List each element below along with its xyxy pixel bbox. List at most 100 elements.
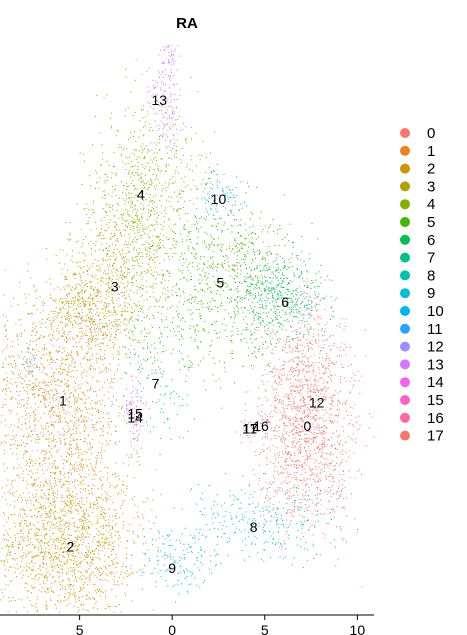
point <box>78 408 80 410</box>
point <box>87 469 89 471</box>
point <box>41 550 42 552</box>
point <box>72 438 74 440</box>
point <box>101 507 103 508</box>
point <box>70 288 72 290</box>
point <box>66 338 68 340</box>
point <box>90 448 92 450</box>
point <box>152 274 154 276</box>
point <box>48 497 50 499</box>
point <box>300 381 302 383</box>
point <box>63 550 64 552</box>
point <box>112 563 113 565</box>
point <box>78 455 80 457</box>
point <box>296 459 298 461</box>
point <box>319 431 321 433</box>
point <box>66 411 68 413</box>
point <box>89 296 91 298</box>
point <box>79 432 81 434</box>
point <box>291 407 293 409</box>
point <box>100 497 102 499</box>
point <box>292 463 294 465</box>
point <box>41 427 43 429</box>
point <box>307 414 309 416</box>
point <box>299 351 301 353</box>
point <box>295 426 297 428</box>
point <box>18 374 19 376</box>
point <box>285 450 287 452</box>
point <box>305 459 307 461</box>
point <box>28 417 30 419</box>
point <box>4 269 6 271</box>
point <box>84 300 86 302</box>
point <box>91 319 93 321</box>
point <box>320 397 322 399</box>
point <box>304 416 306 417</box>
point <box>52 498 54 500</box>
point <box>149 286 151 288</box>
point <box>67 358 69 360</box>
point <box>13 356 15 358</box>
point <box>52 376 54 378</box>
point <box>309 415 311 417</box>
point <box>310 386 311 388</box>
point <box>30 407 32 409</box>
point <box>51 397 53 399</box>
point <box>95 323 97 325</box>
point <box>28 351 30 353</box>
point <box>134 542 136 544</box>
point <box>38 367 40 369</box>
point <box>313 367 315 369</box>
point <box>90 338 92 340</box>
point <box>41 302 43 304</box>
point <box>135 304 137 306</box>
point <box>75 296 76 298</box>
point <box>269 371 271 373</box>
point <box>132 284 134 286</box>
point <box>302 360 303 362</box>
point <box>12 545 14 547</box>
point <box>90 388 92 390</box>
point <box>88 243 89 245</box>
point <box>78 596 80 598</box>
point <box>293 383 295 385</box>
point <box>36 599 38 601</box>
point <box>139 307 141 309</box>
point <box>27 362 29 364</box>
point <box>14 500 16 502</box>
point <box>295 391 297 393</box>
point <box>117 562 119 564</box>
point <box>142 276 144 278</box>
point <box>335 447 337 449</box>
point <box>311 432 312 434</box>
point <box>82 305 84 307</box>
point <box>162 226 164 227</box>
point <box>348 423 350 425</box>
point <box>72 552 74 554</box>
point <box>44 348 46 350</box>
point <box>296 364 298 366</box>
point <box>306 380 308 382</box>
point <box>106 248 107 250</box>
point <box>105 513 107 515</box>
point <box>117 581 118 583</box>
point <box>35 424 37 426</box>
point <box>104 566 106 568</box>
point <box>71 534 73 536</box>
point <box>98 534 100 536</box>
point <box>63 483 65 485</box>
point <box>96 353 98 355</box>
point <box>67 354 69 356</box>
point <box>42 587 44 589</box>
point <box>31 458 33 460</box>
point <box>44 398 46 400</box>
point <box>322 434 324 436</box>
point <box>74 466 75 468</box>
point <box>109 426 110 428</box>
point <box>103 249 104 251</box>
point <box>88 297 90 299</box>
point <box>27 473 29 475</box>
point <box>97 269 99 271</box>
point <box>283 349 285 351</box>
point <box>21 416 23 418</box>
point <box>297 356 299 358</box>
